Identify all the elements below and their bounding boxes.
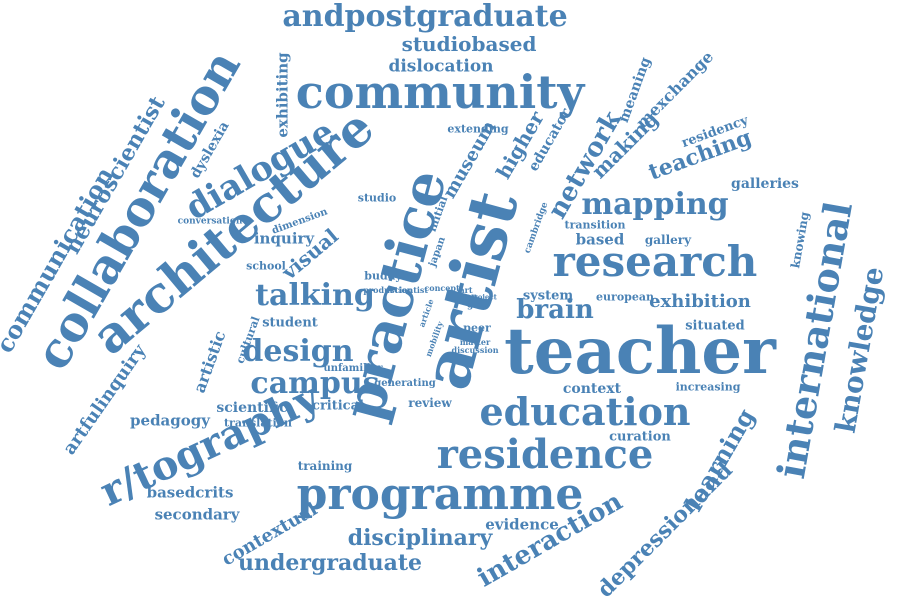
cloud-word: student — [262, 315, 318, 331]
cloud-word: studiobased — [401, 32, 537, 56]
cloud-word: extending — [447, 122, 509, 136]
cloud-word: matter — [459, 337, 491, 347]
cloud-word: transition — [564, 218, 626, 232]
cloud-word: conversation — [177, 216, 243, 227]
cloud-word: pedagogy — [130, 411, 210, 430]
cloud-word: generating — [374, 378, 436, 389]
cloud-word: exhibiting — [273, 52, 292, 138]
cloud-word: mapping — [581, 187, 729, 222]
cloud-word: evidence — [485, 515, 559, 534]
cloud-word: translation — [223, 416, 293, 430]
cloud-word: residence — [436, 431, 654, 478]
cloud-word: review — [408, 396, 452, 410]
cloud-word: disciplinary — [347, 525, 493, 551]
cloud-word: education — [479, 389, 691, 434]
cloud-word: discussion — [451, 345, 499, 355]
cloud-word: project — [469, 292, 497, 302]
cloud-word: community — [295, 65, 585, 119]
cloud-word: inquiry — [253, 229, 315, 248]
cloud-word: buddy — [364, 269, 402, 283]
cloud-word: andpostgraduate — [282, 0, 568, 34]
cloud-word: secondary — [154, 505, 240, 524]
cloud-word: gallery — [644, 233, 692, 247]
cloud-word: critical — [312, 398, 364, 414]
cloud-word: scientific — [216, 400, 288, 416]
cloud-word: system — [522, 288, 574, 304]
cloud-word: programme — [296, 469, 584, 520]
cloud-word: depressionand — [592, 457, 738, 603]
cloud-word: based — [575, 230, 625, 249]
cloud-word: design — [242, 334, 354, 369]
cloud-word: undergraduate — [238, 550, 422, 576]
cloud-word: basedcrits — [146, 483, 234, 502]
cloud-word: research — [552, 237, 758, 286]
cloud-word: training — [297, 459, 353, 473]
cloud-word: grey — [467, 300, 489, 311]
cloud-word: exhibition — [649, 291, 751, 312]
cloud-word: european — [596, 290, 654, 304]
cloud-word: curation — [609, 429, 671, 445]
cloud-word: studio — [357, 191, 397, 205]
cloud-word: unfamiliar — [323, 363, 383, 374]
cloud-word: campus — [250, 366, 380, 401]
cloud-word: galleries — [731, 176, 799, 192]
cloud-word: talking — [255, 278, 375, 313]
cloud-word: brain — [516, 295, 594, 325]
cloud-word: art — [459, 285, 473, 295]
cloud-word: tran — [456, 292, 478, 303]
cloud-word: peer — [463, 321, 491, 335]
cloud-word: increasing — [675, 380, 741, 394]
cloud-word: situated — [685, 318, 745, 334]
cloud-word: scientist — [389, 285, 429, 295]
cloud-word: artistic — [189, 328, 230, 396]
cloud-word: teacher — [504, 314, 776, 389]
cloud-word: production — [363, 285, 413, 295]
cloud-word: context — [562, 381, 622, 397]
cloud-word: concept — [424, 283, 460, 293]
cloud-word: school — [246, 259, 286, 273]
cloud-word: dislocation — [388, 56, 494, 77]
